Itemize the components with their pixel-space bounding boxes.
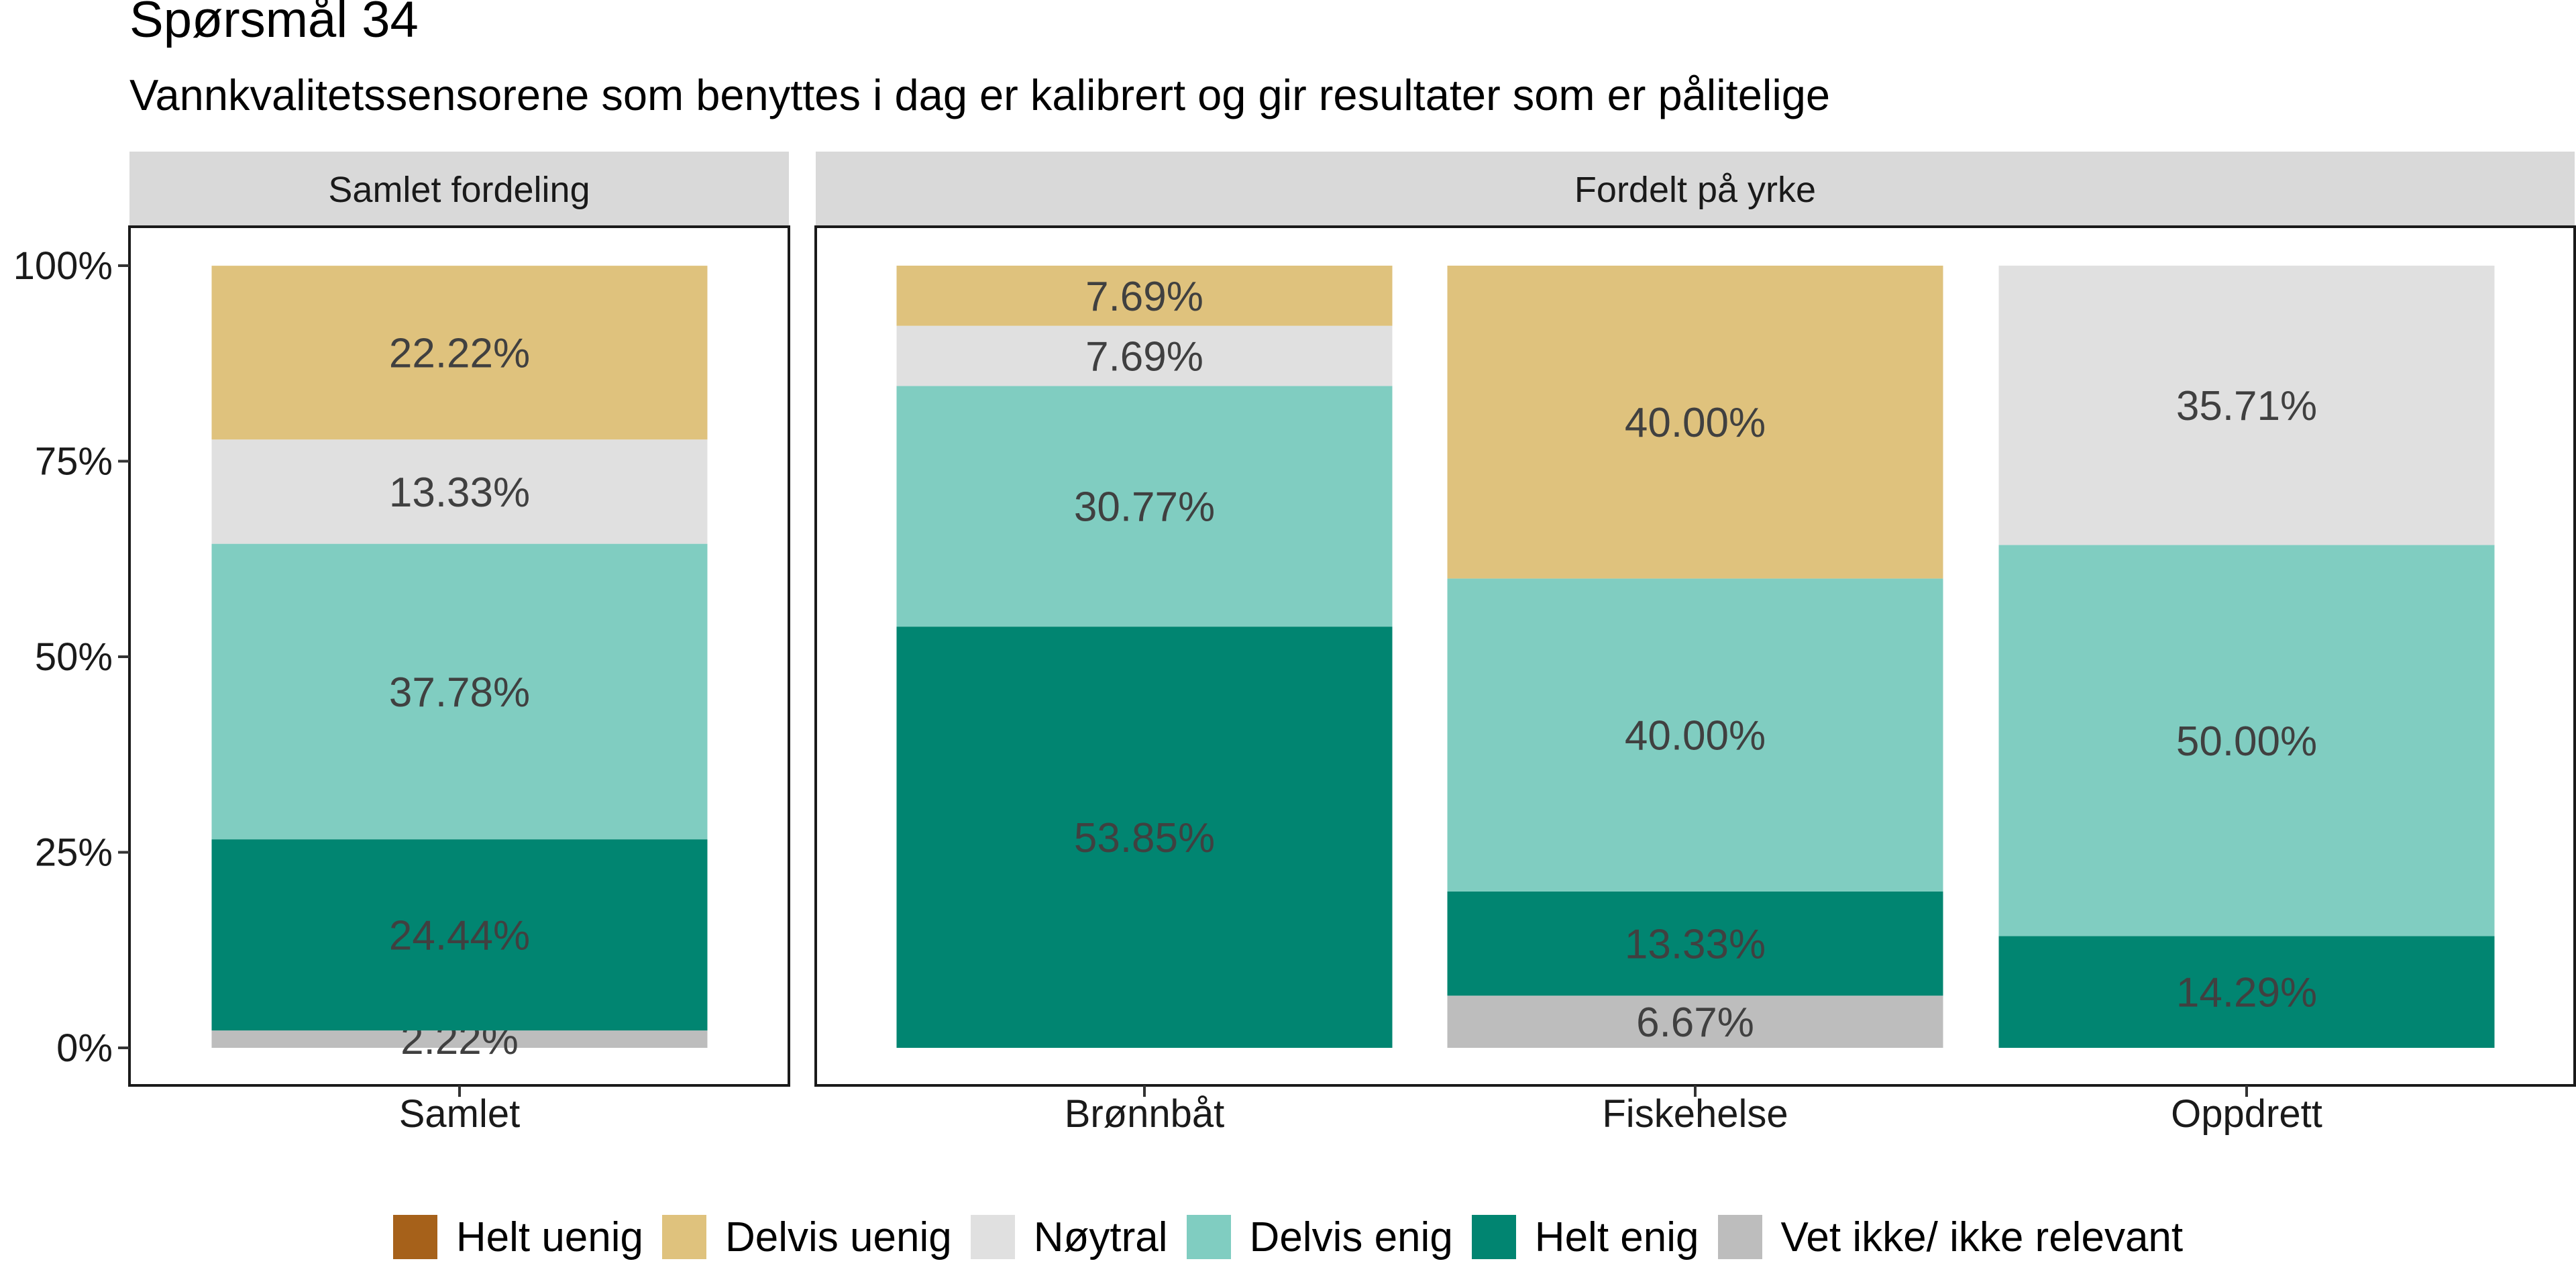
bar-segment-fiskehelse-vet-ikke-ikke-relevant [1447, 996, 1943, 1048]
bar-segment-samlet-vet-ikke-ikke-relevant [211, 1030, 708, 1048]
legend-item-helt-enig: Helt enig [1471, 1214, 1699, 1261]
legend-item-noytral: Nøytral [970, 1214, 1168, 1261]
legend-key-noytral [970, 1215, 1015, 1259]
legend-item-helt-uenig: Helt uenig [392, 1214, 644, 1261]
bar-segment-samlet-helt-enig [211, 839, 708, 1031]
legend-key-helt-enig [1471, 1215, 1516, 1259]
legend-label-noytral: Nøytral [1033, 1214, 1168, 1260]
data-label-oppdrett-helt-enig: 14.29% [2176, 970, 2317, 1016]
legend-label-helt-enig: Helt enig [1534, 1214, 1699, 1260]
data-label-fiskehelse-delvis-uenig: 40.00% [1625, 400, 1766, 446]
bar-segment-bronnbat-helt-enig [896, 627, 1393, 1048]
data-label-fiskehelse-delvis-enig: 40.00% [1625, 713, 1766, 759]
y-tick-label: 0% [56, 1026, 113, 1070]
facet-strip-samlet-fordeling [129, 152, 789, 227]
y-tick-label: 75% [35, 440, 113, 484]
legend: Helt uenig Delvis uenig Nøytral Delvis e… [0, 1213, 2576, 1261]
bar-segment-oppdrett-helt-enig [1998, 936, 2495, 1048]
legend-key-delvis-uenig [662, 1215, 707, 1259]
legend-key-vet-ikke [1717, 1215, 1762, 1259]
x-tick-label-fiskehelse: Fiskehelse [1602, 1092, 1788, 1136]
data-label-oppdrett-noytral: 35.71% [2176, 383, 2317, 429]
bar-segment-fiskehelse-delvis-uenig [1447, 266, 1943, 579]
y-tick-label: 50% [35, 635, 113, 679]
data-label-oppdrett-delvis-enig: 50.00% [2176, 718, 2317, 765]
legend-key-helt-uenig [392, 1215, 437, 1259]
bar-segment-bronnbat-delvis-uenig [896, 266, 1393, 326]
x-tick-label-samlet: Samlet [399, 1092, 521, 1136]
x-tick-label-bronnbat: Brønnbåt [1065, 1092, 1225, 1136]
y-tick-label: 25% [35, 831, 113, 875]
chart-title: Spørsmål 34 [129, 0, 419, 48]
data-label-samlet-helt-enig: 24.44% [389, 913, 530, 959]
bar-segment-fiskehelse-delvis-enig [1447, 578, 1943, 892]
data-label-samlet-delvis-enig: 37.78% [389, 669, 530, 716]
chart-subtitle: Vannkvalitetssensorene som benyttes i da… [129, 70, 1831, 119]
data-label-fiskehelse-helt-enig: 13.33% [1625, 922, 1766, 968]
data-label-samlet-noytral: 13.33% [389, 470, 530, 516]
legend-label-vet-ikke: Vet ikke/ ikke relevant [1780, 1214, 2184, 1260]
data-label-bronnbat-noytral: 7.69% [1085, 333, 1203, 380]
bar-segment-bronnbat-delvis-enig [896, 386, 1393, 627]
legend-label-helt-uenig: Helt uenig [455, 1214, 644, 1260]
data-label-samlet-delvis-uenig: 22.22% [389, 331, 530, 377]
y-tick-label: 100% [13, 244, 113, 288]
facet-strip-fordelt-pa-yrke [816, 152, 2575, 227]
bar-segment-oppdrett-delvis-enig [1998, 545, 2495, 936]
bar-segment-bronnbat-noytral [896, 325, 1393, 386]
legend-key-delvis-enig [1186, 1215, 1231, 1259]
bar-segment-samlet-delvis-uenig [211, 266, 708, 440]
bar-segment-oppdrett-noytral [1998, 266, 2495, 545]
legend-item-delvis-uenig: Delvis uenig [662, 1214, 952, 1261]
data-label-bronnbat-delvis-uenig: 7.69% [1085, 274, 1203, 320]
legend-item-vet-ikke: Vet ikke/ ikke relevant [1717, 1214, 2184, 1261]
facet-strip-label: Samlet fordeling [328, 170, 590, 210]
bar-segment-samlet-noytral [211, 439, 708, 544]
legend-item-delvis-enig: Delvis enig [1186, 1214, 1453, 1261]
bar-segment-fiskehelse-helt-enig [1447, 891, 1943, 996]
data-label-fiskehelse-vet-ikke-ikke-relevant: 6.67% [1636, 1000, 1754, 1046]
data-label-bronnbat-delvis-enig: 30.77% [1074, 484, 1215, 531]
x-tick-label-oppdrett: Oppdrett [2171, 1092, 2322, 1136]
data-label-bronnbat-helt-enig: 53.85% [1074, 815, 1215, 861]
facet-strip-label: Fordelt på yrke [1574, 170, 1816, 210]
bar-segment-samlet-delvis-enig [211, 543, 708, 840]
legend-label-delvis-uenig: Delvis uenig [725, 1214, 952, 1260]
legend-label-delvis-enig: Delvis enig [1249, 1214, 1453, 1260]
